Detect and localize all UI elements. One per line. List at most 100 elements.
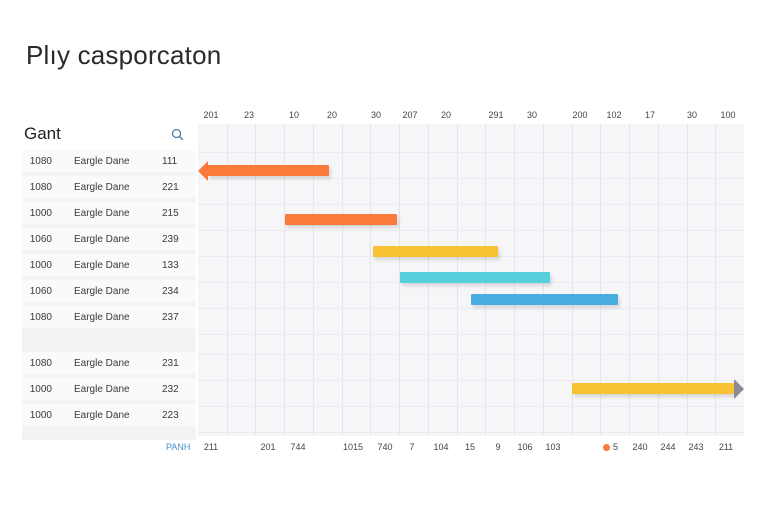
task-id: 1000 bbox=[29, 259, 52, 271]
task-name: Eargle Dane bbox=[74, 311, 130, 323]
grid-line-vertical bbox=[313, 124, 314, 436]
timeline-bottom-tick: 104 bbox=[433, 442, 449, 452]
task-name: Eargle Dane bbox=[74, 383, 130, 395]
task-row[interactable]: 1080 Eargle Dane 221 bbox=[22, 176, 196, 198]
timeline-bottom-tick: 9 bbox=[495, 442, 501, 452]
gantt-task-bar[interactable] bbox=[400, 272, 550, 283]
gantt-task-bar[interactable] bbox=[471, 294, 618, 305]
grid-line-vertical bbox=[255, 124, 256, 436]
footer-link[interactable]: PANH bbox=[166, 442, 191, 452]
task-value: 237 bbox=[162, 311, 179, 323]
task-name: Eargle Dane bbox=[74, 357, 130, 369]
panel-title: Gant bbox=[24, 124, 61, 143]
legend-value: 5 bbox=[613, 442, 619, 452]
timeline-bottom-tick: 243 bbox=[688, 442, 704, 452]
task-row[interactable]: 1000 Eargle Dane 223 bbox=[22, 404, 196, 426]
task-value: 234 bbox=[162, 285, 179, 297]
task-id: 1080 bbox=[29, 357, 52, 369]
task-name: Eargle Dane bbox=[74, 155, 130, 167]
timeline-bottom-tick: 201 bbox=[260, 442, 276, 452]
timeline-top-tick: 17 bbox=[644, 110, 656, 120]
task-id: 1080 bbox=[29, 311, 52, 323]
grid-line-vertical bbox=[284, 124, 285, 436]
task-name: Eargle Dane bbox=[74, 233, 130, 245]
timeline-top-tick: 30 bbox=[526, 110, 538, 120]
task-value: 239 bbox=[162, 233, 179, 245]
gantt-task-bar[interactable] bbox=[208, 165, 329, 176]
timeline-top-tick: 200 bbox=[572, 110, 588, 120]
timeline-top-tick: 207 bbox=[402, 110, 418, 120]
grid-line-vertical bbox=[399, 124, 400, 436]
timeline-bottom-tick: 1015 bbox=[342, 442, 364, 452]
task-name: Eargle Dane bbox=[74, 181, 130, 193]
timeline-top-tick: 30 bbox=[686, 110, 698, 120]
task-value: 111 bbox=[162, 155, 178, 167]
grid-line-vertical bbox=[342, 124, 343, 436]
timeline-top-tick: 20 bbox=[440, 110, 452, 120]
task-id: 1000 bbox=[29, 207, 52, 219]
timeline-top-tick: 30 bbox=[370, 110, 382, 120]
timeline-top-tick: 102 bbox=[606, 110, 622, 120]
task-row[interactable]: 1060 Eargle Dane 239 bbox=[22, 228, 196, 250]
task-row[interactable]: 1000 Eargle Dane 133 bbox=[22, 254, 196, 276]
grid-line-vertical bbox=[572, 124, 573, 436]
task-row[interactable]: 1000 Eargle Dane 232 bbox=[22, 378, 196, 400]
grid-line-horizontal bbox=[198, 380, 744, 381]
task-rows: 1080 Eargle Dane 111 1080 Eargle Dane 221 1000… bbox=[22, 150, 196, 440]
timeline-bottom-tick: 240 bbox=[632, 442, 648, 452]
arrow-left-icon bbox=[198, 161, 208, 181]
timeline-bottom-tick: 211 bbox=[203, 442, 219, 452]
task-value: 215 bbox=[162, 207, 179, 219]
task-name: Eargle Dane bbox=[74, 207, 130, 219]
task-name: Eargle Dane bbox=[74, 285, 130, 297]
gantt-task-bar[interactable] bbox=[572, 383, 734, 394]
timeline-bottom-tick: 211 bbox=[718, 442, 734, 452]
task-value: 221 bbox=[162, 181, 179, 193]
timeline-bottom-tick: 103 bbox=[545, 442, 561, 452]
task-row[interactable]: 1080 Eargle Dane 237 bbox=[22, 306, 196, 328]
timeline-bottom-tick: 744 bbox=[290, 442, 306, 452]
grid-line-horizontal bbox=[198, 334, 744, 335]
timeline-bottom-tick: 106 bbox=[517, 442, 533, 452]
grid-line-horizontal bbox=[198, 204, 744, 205]
task-row[interactable]: 1080 Eargle Dane 231 bbox=[22, 352, 196, 374]
task-id: 1080 bbox=[29, 181, 52, 193]
task-id: 1060 bbox=[29, 233, 52, 245]
task-list-panel: Gant 1080 Eargle Dane 111 1080 Eargle Dane 22… bbox=[22, 120, 196, 440]
timeline-top-tick: 20 bbox=[326, 110, 338, 120]
grid-line-vertical bbox=[658, 124, 659, 436]
grid-line-vertical bbox=[715, 124, 716, 436]
grid-line-horizontal bbox=[198, 354, 744, 355]
task-value: 231 bbox=[162, 357, 179, 369]
task-id: 1000 bbox=[29, 383, 52, 395]
timeline-top-tick: 23 bbox=[243, 110, 255, 120]
task-row[interactable]: 1080 Eargle Dane 111 bbox=[22, 150, 196, 172]
timeline-bottom-tick: 740 bbox=[377, 442, 393, 452]
timeline-top-tick: 100 bbox=[720, 110, 736, 120]
timeline-bottom-tick: 244 bbox=[660, 442, 676, 452]
task-row[interactable]: 1000 Eargle Dane 215 bbox=[22, 202, 196, 224]
grid-line-horizontal bbox=[198, 230, 744, 231]
timeline-top-tick: 291 bbox=[488, 110, 504, 120]
task-id: 1000 bbox=[29, 409, 52, 421]
grid-line-vertical bbox=[600, 124, 601, 436]
grid-line-vertical bbox=[227, 124, 228, 436]
search-icon bbox=[171, 128, 183, 140]
search-button[interactable] bbox=[168, 125, 186, 143]
grid-line-horizontal bbox=[198, 308, 744, 309]
app-title: Plıy casporcaton bbox=[26, 40, 222, 70]
task-id: 1080 bbox=[29, 155, 52, 167]
task-name: Eargle Dane bbox=[74, 409, 130, 421]
grid-line-horizontal bbox=[198, 432, 744, 433]
timeline-top-tick: 10 bbox=[288, 110, 300, 120]
grid-line-vertical bbox=[687, 124, 688, 436]
task-value: 133 bbox=[162, 259, 179, 271]
gantt-task-bar[interactable] bbox=[285, 214, 397, 225]
task-row[interactable]: 1060 Eargle Dane 234 bbox=[22, 280, 196, 302]
grid-line-vertical bbox=[370, 124, 371, 436]
legend-dot bbox=[603, 443, 610, 451]
grid-line-horizontal bbox=[198, 406, 744, 407]
task-value: 232 bbox=[162, 383, 179, 395]
gantt-task-bar[interactable] bbox=[373, 246, 498, 257]
timeline-bottom-tick: 15 bbox=[464, 442, 476, 452]
